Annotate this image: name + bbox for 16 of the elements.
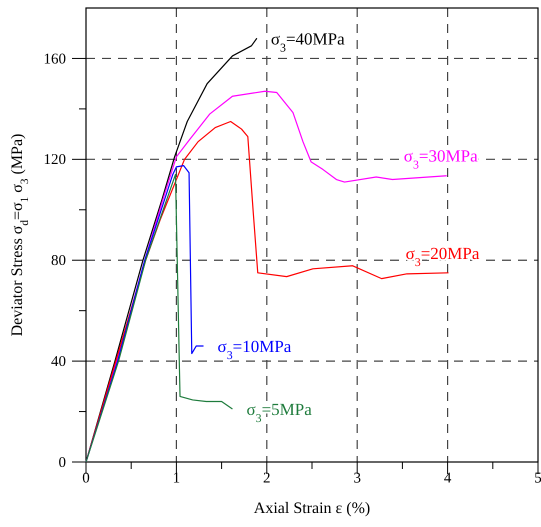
y-tick-label: 160 [44,51,66,68]
series-label: σ$_{3}$=40MPa [270,29,346,54]
y-tick-label: 80 [51,253,66,270]
x-tick-label: 2 [263,470,271,487]
x-axis-title: Axial Strain ε (%) [254,500,370,517]
x-tick-label: 3 [353,470,361,487]
y-tick-label: 40 [51,354,66,370]
series-label: σ$_{3}$=10MPa [218,336,292,362]
x-tick-label: 1 [172,470,180,487]
y-tick-label: 120 [44,152,66,168]
x-tick-label: 0 [82,470,90,487]
y-tick-label: 0 [58,454,66,471]
series-label: σ$_{3}$=5MPa [246,400,312,426]
series-label: σ$_{3}$=20MPa [406,244,480,269]
x-tick-label: 4 [444,470,452,487]
line-series [85,174,234,463]
